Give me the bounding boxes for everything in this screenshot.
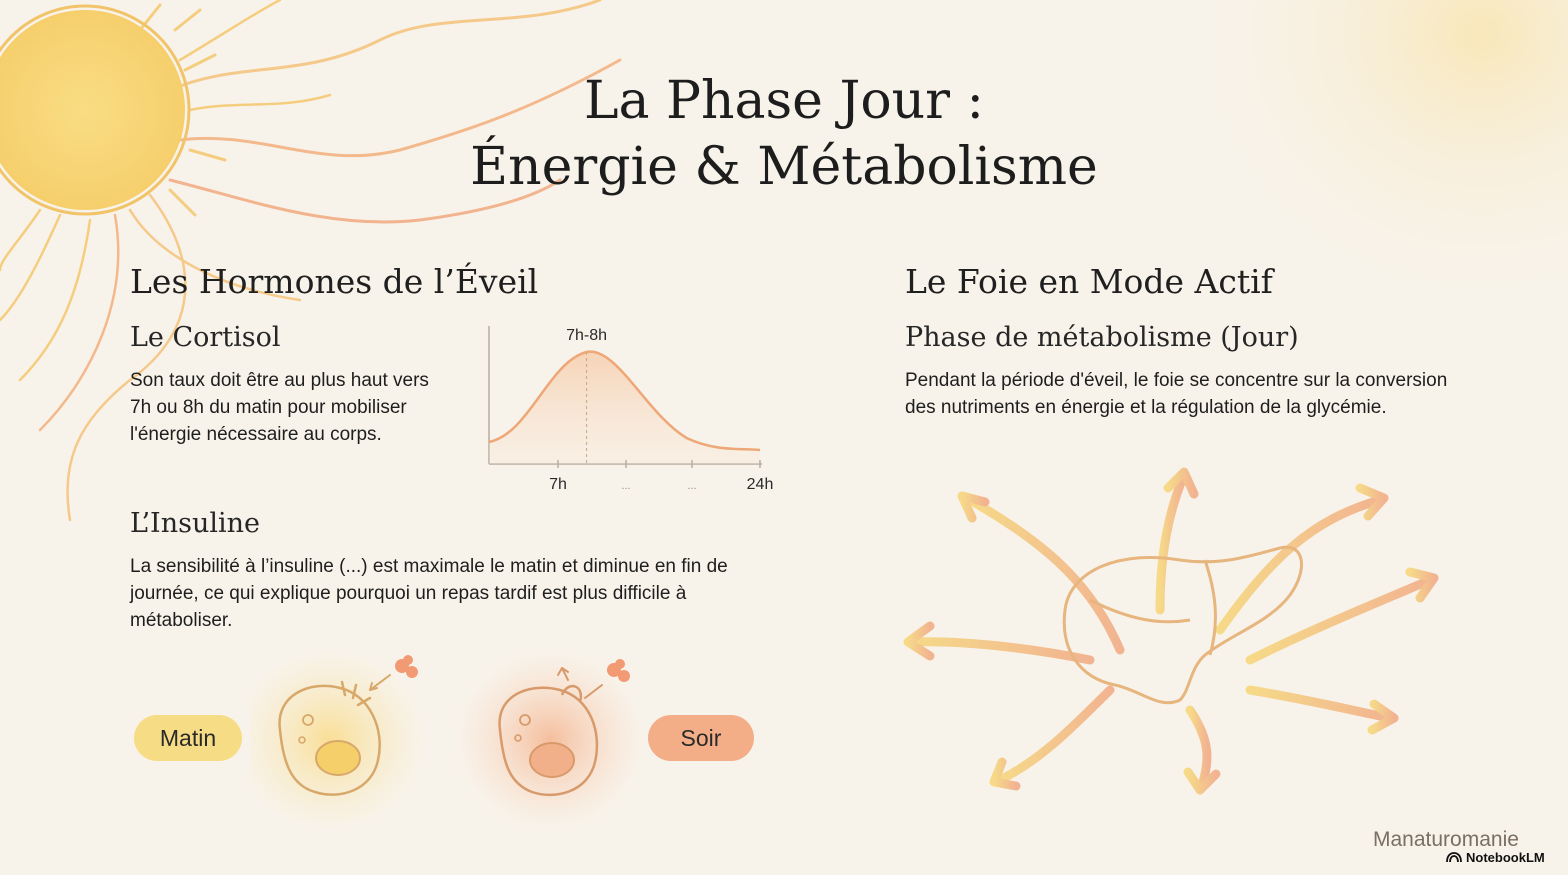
energy-arrows	[903, 467, 1439, 795]
liver-outline	[1062, 545, 1303, 705]
left-section-heading: Les Hormones de l’Éveil	[130, 262, 539, 301]
page-title: La Phase Jour : Énergie & Métabolisme	[284, 68, 1284, 200]
liver-icon	[903, 467, 1439, 795]
chart-peak-label: 7h-8h	[566, 327, 607, 344]
corner-glow	[1170, 0, 1568, 370]
chart-x-tick-label: 24h	[747, 476, 774, 493]
insulin-cells-illustration	[250, 650, 645, 830]
morning-label: Matin	[134, 715, 242, 761]
notebooklm-label: NotebookLM	[1466, 850, 1545, 865]
chart-x-ticks: 7h...... 24h	[549, 460, 773, 493]
chart-x-tick-label: 7h	[549, 476, 567, 493]
title-line-1: La Phase Jour :	[583, 71, 985, 131]
insulin-title: L’Insuline	[130, 508, 260, 539]
insulin-text: La sensibilité à l’insuline (...) est ma…	[130, 556, 728, 631]
liver-subtitle: Phase de métabolisme (Jour)	[905, 322, 1299, 353]
cell-evening-icon	[455, 650, 645, 830]
chart-x-tick-label: ...	[687, 480, 696, 492]
cortisol-title: Le Cortisol	[130, 322, 281, 353]
sun-outline	[0, 4, 191, 216]
notebooklm-logo: NotebookLM	[1446, 850, 1545, 865]
liver-text: Pendant la période d'éveil, le foie se c…	[905, 370, 1448, 418]
cell-morning-icon	[250, 650, 425, 830]
evening-label: Soir	[648, 715, 754, 761]
footer-brand: Manaturomanie	[1373, 828, 1519, 851]
chart-x-tick-label: ...	[621, 480, 630, 492]
right-section-heading: Le Foie en Mode Actif	[905, 262, 1273, 301]
cortisol-text: Son taux doit être au plus haut vers 7h …	[130, 370, 429, 445]
notebooklm-icon	[1446, 852, 1462, 863]
sun-illustration	[0, 0, 622, 522]
title-line-2: Énergie & Métabolisme	[470, 137, 1098, 197]
sun-disc	[0, 10, 185, 210]
chart-area-fill	[489, 351, 760, 464]
chart-curve-line	[488, 350, 761, 452]
cortisol-chart: 7h-8h 7h...... 24h	[488, 326, 773, 493]
